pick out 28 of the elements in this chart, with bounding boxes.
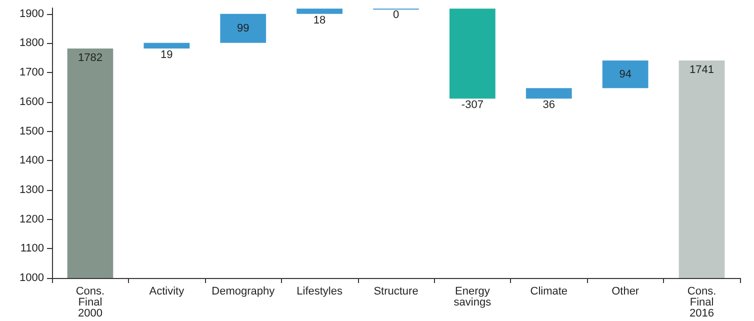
data-label: 1782 — [78, 52, 102, 64]
y-tick-label: 1600 — [20, 96, 44, 108]
y-tick-label: 1500 — [20, 125, 44, 138]
data-label: 0 — [392, 9, 400, 22]
y-tick-label: 1800 — [20, 37, 44, 50]
x-tick-label: Cons. Final 2000 — [76, 286, 105, 320]
y-tick-label: 1400 — [20, 154, 44, 167]
data-label: -307 — [461, 99, 484, 112]
x-tick-label: Lifestyles — [296, 286, 343, 298]
x-tick-label: Climate — [530, 286, 568, 298]
y-tick-label: 1700 — [20, 66, 44, 79]
data-label: 19 — [160, 49, 173, 61]
y-tick-label: 1000 — [20, 272, 44, 284]
data-label: 94 — [619, 68, 632, 80]
x-tick-label: Cons. Final 2016 — [687, 286, 716, 320]
y-tick-label: 1900 — [20, 8, 44, 20]
y-tick-label: 1200 — [20, 213, 44, 226]
x-tick-label: Energy savings — [454, 286, 492, 308]
data-label: 36 — [542, 99, 556, 112]
x-tick-label: Activity — [149, 286, 185, 298]
x-tick-label: Demography — [212, 286, 276, 298]
y-tick-label: 1300 — [20, 184, 44, 196]
data-label: 18 — [313, 14, 326, 26]
x-tick-label: Structure — [374, 286, 418, 298]
data-label: 1741 — [690, 64, 714, 76]
data-label: 99 — [236, 22, 250, 34]
x-tick-label: Other — [612, 286, 640, 298]
y-tick-label: 1100 — [20, 242, 44, 255]
